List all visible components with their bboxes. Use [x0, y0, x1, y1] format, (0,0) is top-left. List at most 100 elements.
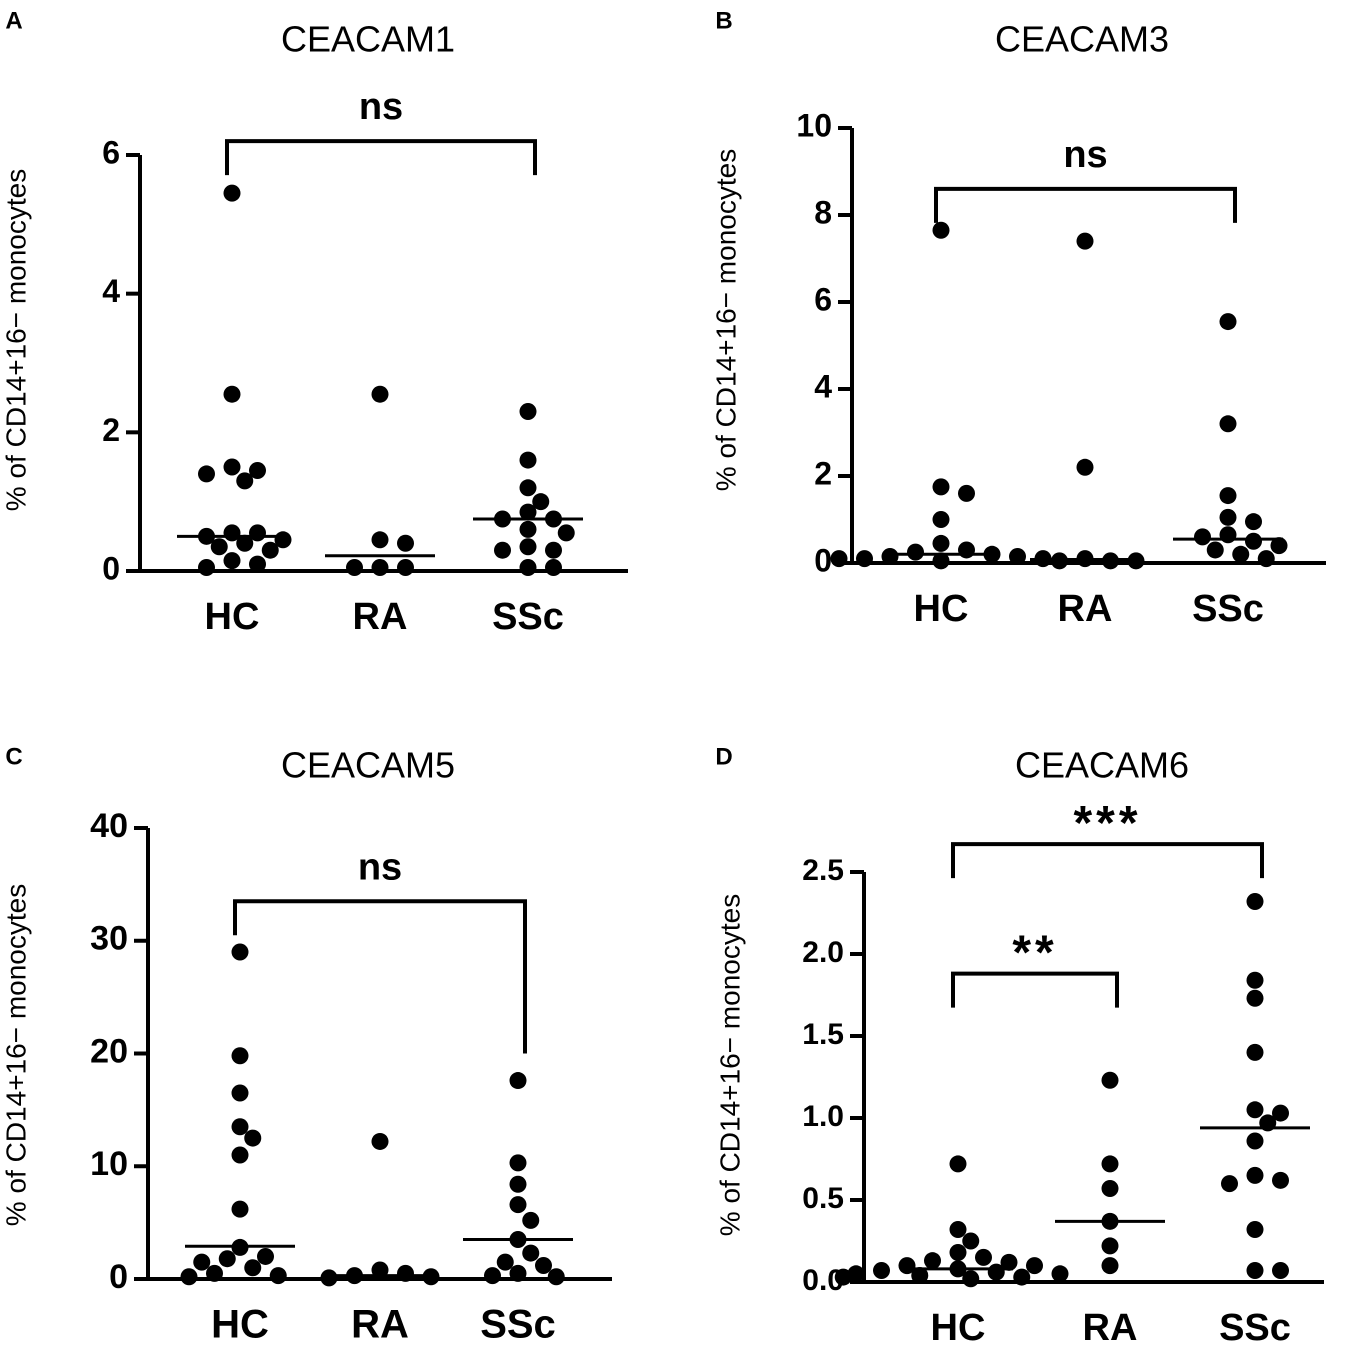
y-tick-label: 6: [814, 281, 832, 317]
data-point-hc: [958, 484, 975, 502]
panel-C: C CEACAM5 % of CD14+16− monocytes 0 10 20 30 40…: [0, 743, 612, 1346]
data-point-hc: [962, 1232, 980, 1250]
data-point-ssc: [494, 541, 511, 559]
data-point-ra: [346, 559, 363, 577]
data-point-ssc: [1219, 508, 1237, 526]
y-axis-label: % of CD14+16− monocytes: [0, 169, 31, 511]
x-category-label: HC: [931, 1307, 986, 1346]
data-point-hc: [218, 1250, 236, 1268]
data-point-ssc: [1206, 541, 1224, 559]
data-point-ssc: [1219, 487, 1237, 505]
data-point-ssc: [522, 1244, 540, 1262]
x-category-label: HC: [211, 1303, 269, 1346]
data-point-hc: [198, 559, 215, 577]
data-point-hc: [244, 1129, 262, 1147]
y-tick-label: 0: [102, 550, 120, 586]
data-point-ssc: [1270, 537, 1288, 555]
data-point-hc: [206, 1264, 223, 1282]
data-point-hc: [856, 550, 873, 568]
y-tick-label: 40: [90, 807, 128, 845]
data-point-hc: [962, 1270, 980, 1288]
data-point-hc: [231, 1047, 249, 1065]
data-point-ssc: [519, 503, 537, 521]
y-tick-label: 2: [102, 412, 120, 448]
data-point-hc: [834, 1268, 852, 1286]
y-tick-label: 4: [814, 368, 832, 404]
y-tick-label: 2.0: [802, 936, 844, 969]
data-point-ssc: [519, 520, 537, 538]
chart-title: CEACAM6: [1015, 745, 1189, 786]
data-point-hc: [1000, 1253, 1018, 1271]
data-point-ssc: [1246, 1221, 1264, 1239]
data-point-hc: [223, 458, 241, 476]
data-point-hc: [1026, 1257, 1043, 1275]
data-point-ssc: [509, 1154, 527, 1172]
data-point-ssc: [509, 1072, 527, 1090]
chart-title: CEACAM5: [281, 745, 455, 786]
data-point-ra: [1101, 1237, 1119, 1255]
y-tick-label: 1.5: [802, 1018, 844, 1051]
data-point-hc: [261, 541, 279, 559]
data-point-ssc: [509, 1264, 527, 1282]
data-point-ssc: [1246, 1101, 1264, 1119]
panel-D: D CEACAM6% of CD14+16− monocytes0.00.51.0…: [714, 743, 1324, 1346]
data-point-ssc: [509, 1175, 527, 1193]
y-tick-label: 0.5: [802, 1182, 844, 1215]
data-point-ra: [397, 534, 414, 552]
data-point-ssc: [519, 538, 537, 556]
x-category-label: SSc: [1192, 588, 1264, 630]
data-point-ssc: [519, 559, 537, 577]
data-point-ssc: [1246, 971, 1264, 989]
data-point-hc: [911, 1266, 929, 1284]
data-point-hc: [231, 1084, 249, 1102]
y-tick-label: 2: [814, 455, 832, 491]
data-point-ssc: [1257, 550, 1275, 568]
data-point-hc: [180, 1268, 198, 1286]
data-point-ra: [1101, 1155, 1119, 1173]
data-point-ssc: [1246, 893, 1264, 911]
data-point-hc: [249, 555, 266, 573]
significance-bracket: [951, 971, 1119, 1008]
data-point-ssc: [1245, 532, 1262, 550]
data-point-hc: [223, 385, 241, 403]
data-point-ssc: [557, 524, 575, 542]
panel-letter: D: [715, 743, 732, 770]
data-point-ssc: [1246, 1043, 1264, 1061]
data-point-hc: [231, 1200, 249, 1218]
data-point-hc: [210, 538, 228, 556]
y-axis-label: % of CD14+16− monocytes: [714, 894, 745, 1236]
data-point-hc: [932, 534, 950, 552]
data-point-ssc: [1246, 1262, 1264, 1280]
data-point-hc: [949, 1221, 967, 1239]
data-point-hc: [987, 1263, 1005, 1281]
data-point-ra: [371, 531, 389, 549]
significance-bracket: [225, 139, 537, 176]
data-point-hc: [881, 547, 899, 565]
x-category-label: SSc: [480, 1303, 556, 1346]
data-point-ra: [1076, 232, 1094, 250]
data-point-ssc: [535, 1256, 552, 1274]
data-point-hc: [932, 552, 950, 570]
data-point-ssc: [1246, 989, 1264, 1007]
data-point-ra: [1101, 1180, 1119, 1198]
data-point-hc: [193, 1253, 211, 1271]
data-point-hc: [1013, 1268, 1031, 1286]
panel-B: B CEACAM3 % of CD14+16− monocytes 0 2 4 6 8 10 HC…: [710, 7, 1326, 630]
y-tick-label: 2.5: [802, 854, 844, 887]
data-point-ssc: [1272, 1104, 1289, 1122]
x-category-label: SSc: [492, 596, 564, 638]
data-point-hc: [257, 1247, 274, 1265]
data-point-ra: [371, 385, 389, 403]
y-tick-label: 4: [102, 273, 120, 309]
panel-letter: A: [5, 7, 22, 34]
data-point-ssc: [532, 493, 550, 511]
data-point-ra: [1101, 1257, 1119, 1275]
y-tick-label: 1.0: [802, 1100, 844, 1133]
data-point-ra: [371, 1132, 389, 1150]
data-point-ssc: [1246, 1166, 1264, 1184]
x-category-label: HC: [205, 596, 260, 638]
y-tick-label: 30: [90, 920, 128, 958]
x-category-label: RA: [1083, 1307, 1138, 1346]
data-point-hc: [236, 472, 254, 490]
